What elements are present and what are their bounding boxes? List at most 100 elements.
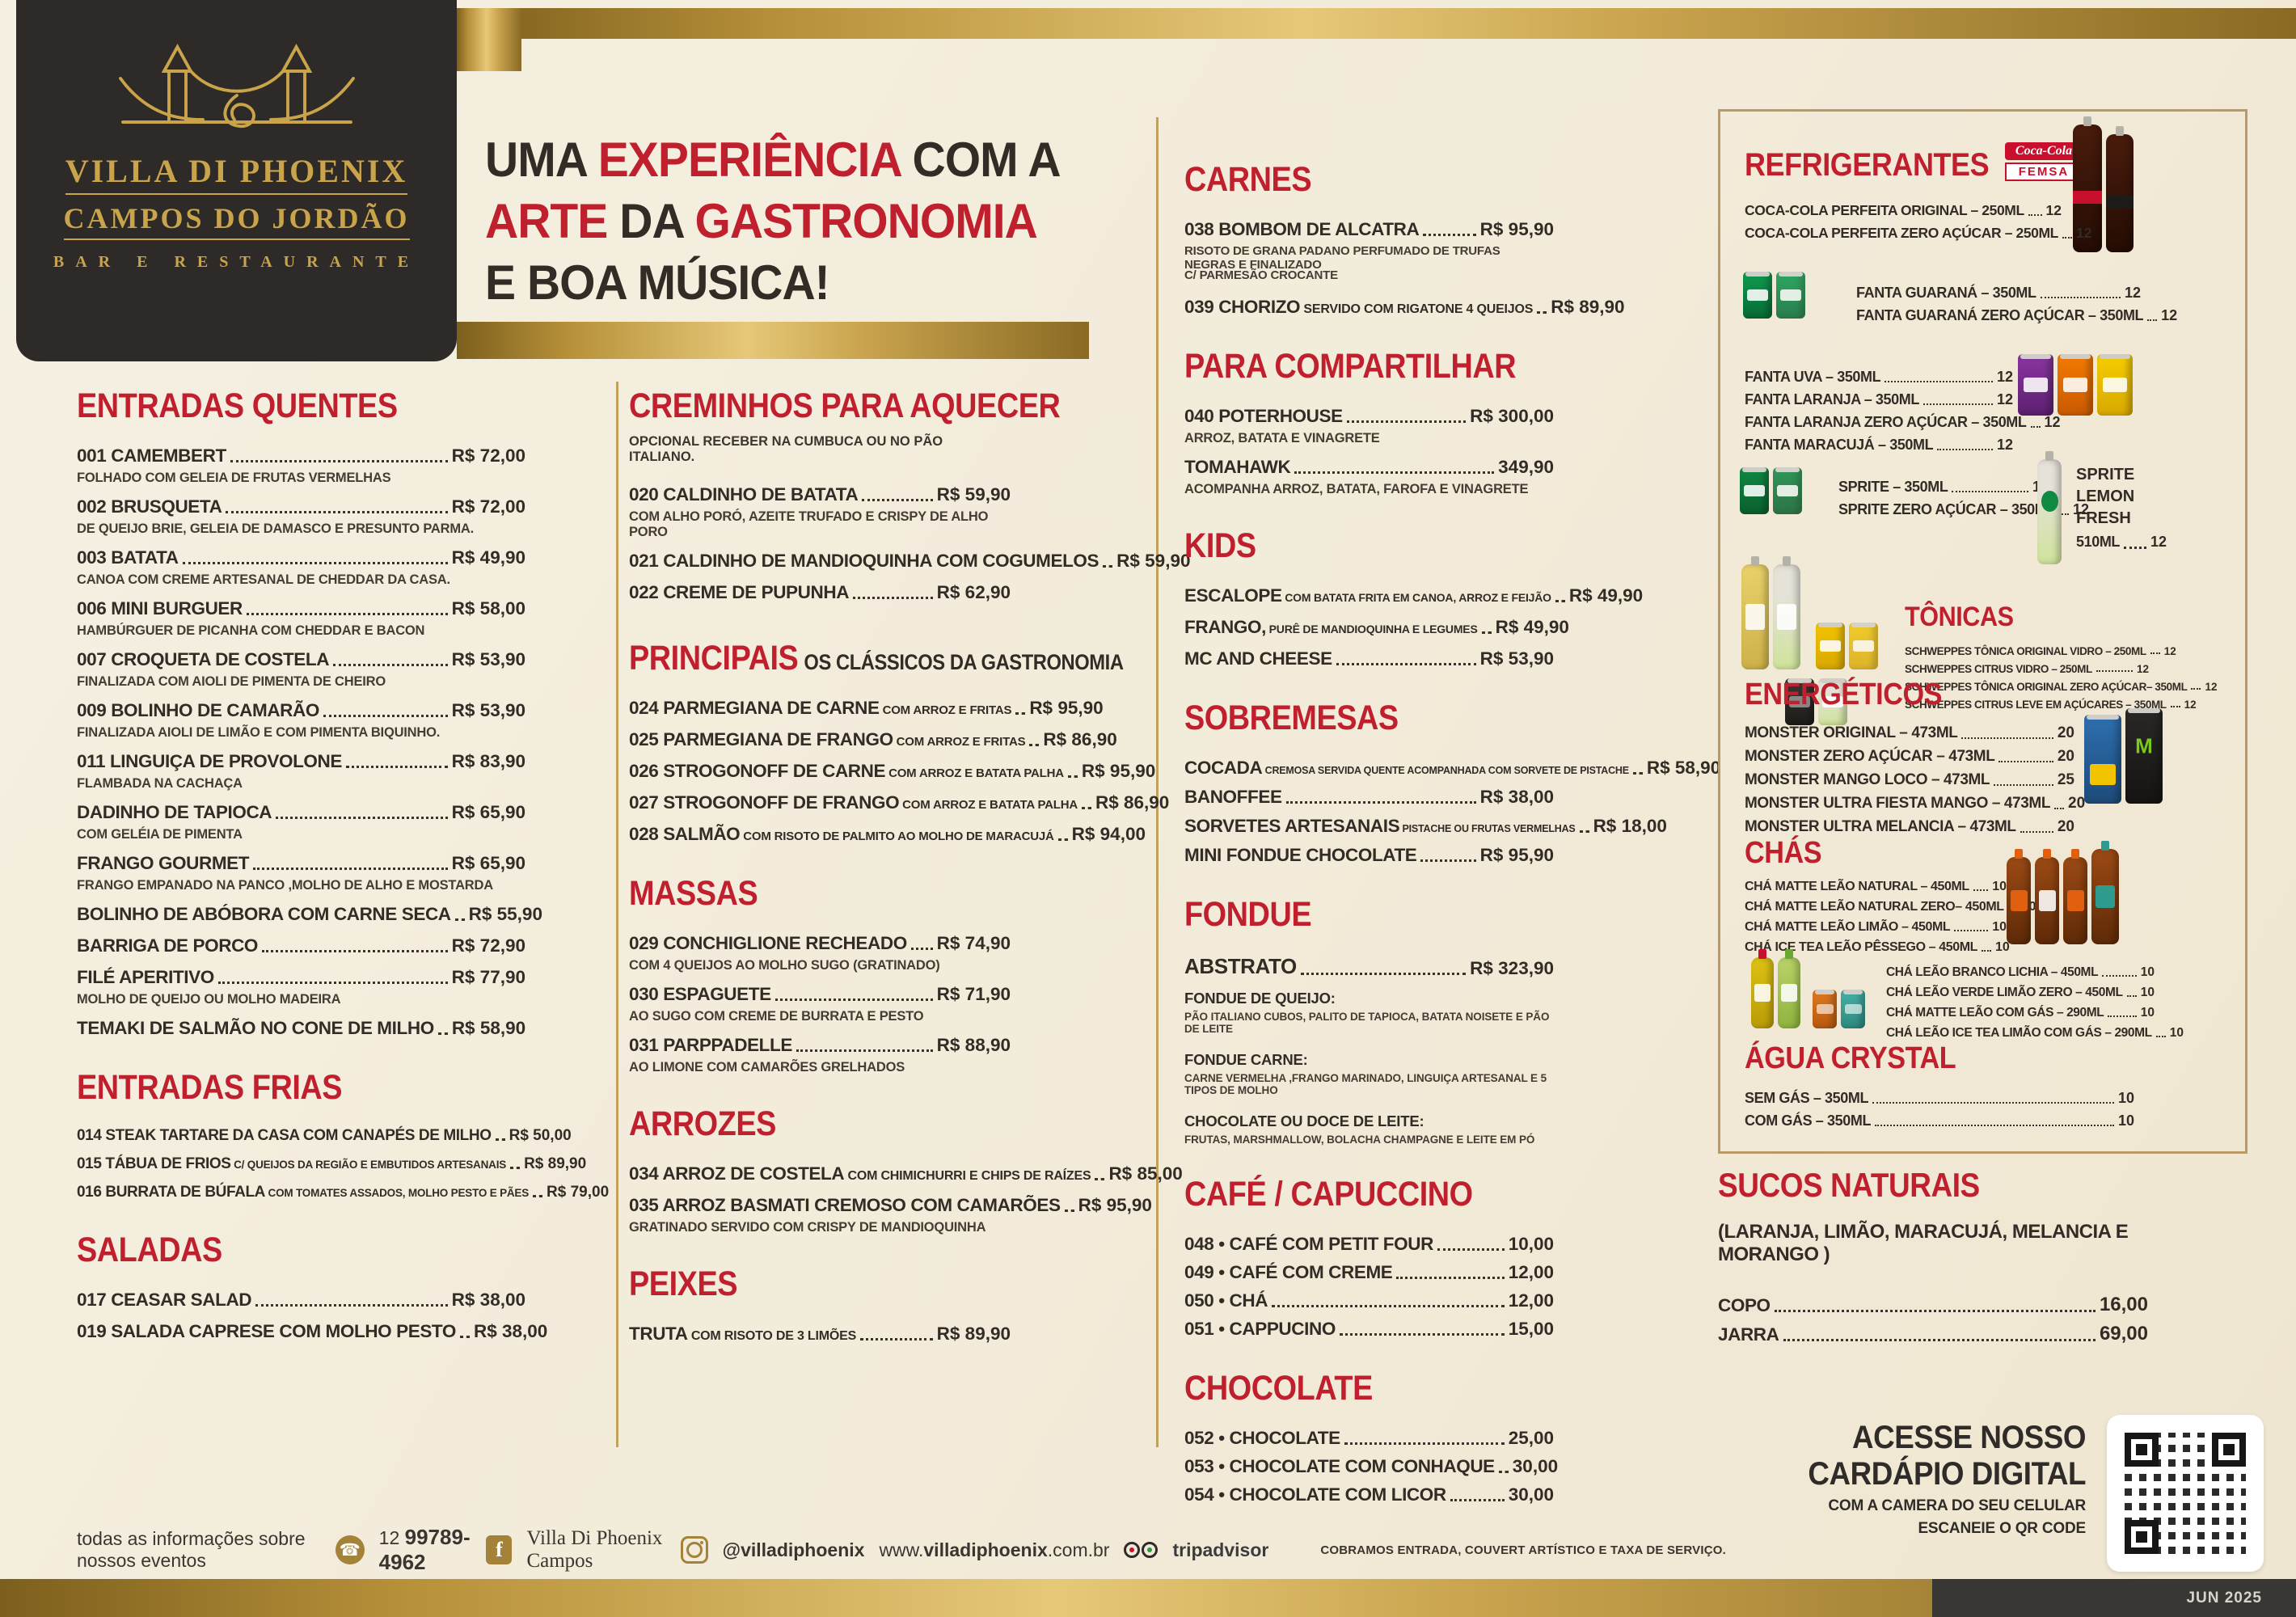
menu-item: 009 BOLINHO DE CAMARÃO R$ 53,90 FINALIZADA… <box>77 700 525 741</box>
menu-column-1: ENTRADAS QUENTES 001 CAMEMBERT R$ 72,00 FOL… <box>77 386 609 1371</box>
item-name: 015 TÁBUA DE FRIOS C/ QUEIJOS DA REGIÃO … <box>77 1155 507 1172</box>
item-name: 006 MINI BURGUER <box>77 598 243 619</box>
item-price: R$ 95,90 <box>1029 698 1104 718</box>
dot-leader <box>862 499 933 501</box>
menu-item: TEMAKI DE SALMÃO NO CONE DE MILHO R$ 58,9… <box>77 1018 525 1039</box>
menu-item-row: FANTA MARACUJÁ – 350ML 12 <box>1745 437 2013 454</box>
item-name: FANTA LARANJA – 350ML <box>1745 391 1919 407</box>
item-name: MONSTER ULTRA FIESTA MANGO – 473ML <box>1745 795 2051 812</box>
item-name: MONSTER ZERO AÇÚCAR – 473ML <box>1745 748 1995 765</box>
item-name: MC AND CHEESE <box>1184 648 1332 669</box>
item-name: 054 • CHOCOLATE COM LICOR <box>1184 1484 1446 1505</box>
dot-leader <box>1982 950 1992 952</box>
menu-item-row: 039 CHORIZO SERVIDO COM RIGATONE 4 QUEIJ… <box>1184 297 1625 318</box>
menu-item: 025 PARMEGIANA DE FRANGO COM ARROZ E FRI… <box>629 729 1117 750</box>
dot-leader <box>2191 688 2201 690</box>
menu-item-row: 017 CEASAR SALAD R$ 38,00 <box>77 1290 525 1311</box>
item-name: CHÁ LEÃO VERDE LIMÃO ZERO – 450ML <box>1886 986 2123 999</box>
sucos-naturais-section: SUCOS NATURAIS (LARANJA, LIMÃO, MARACUJÁ… <box>1718 1166 2148 1352</box>
item-name: CHÁ LEÃO BRANCO LICHIA – 450ML <box>1886 965 2099 979</box>
menu-item-row: 031 PARPPADELLE R$ 88,90 <box>629 1035 1011 1056</box>
logo-subtitle: BAR E RESTAURANTE <box>53 253 420 271</box>
menu-item: ESCALOPE COM BATATA FRITA EM CANOA, ARRO… <box>1184 585 1643 606</box>
qr-code-card <box>2107 1415 2264 1572</box>
section-title: CARNES <box>1184 160 1312 199</box>
item-name: COM GÁS – 350ML <box>1745 1112 1872 1129</box>
dot-leader <box>1272 1305 1505 1307</box>
menu-item-row: CHÁ LEÃO VERDE LIMÃO ZERO – 450ML 10 <box>1886 986 2155 1000</box>
coca-cola-femsa-logo: Coca-Cola FEMSA <box>2005 142 2083 181</box>
menu-item: 035 ARROZ BASMATI CREMOSO COM CAMARÕES R$… <box>629 1195 1152 1235</box>
item-description: HAMBÚRGUER DE PICANHA COM CHEDDAR E BACO… <box>77 623 425 638</box>
section-title: KIDS <box>1184 526 1256 565</box>
dot-leader <box>2147 319 2158 321</box>
item-price: R$ 95,90 <box>1479 845 1554 865</box>
dot-leader <box>1952 491 2028 492</box>
menu-item-row: 052 • CHOCOLATE 25,00 <box>1184 1428 1554 1449</box>
menu-item: TRUTA COM RISOTO DE 3 LIMÕES R$ 89,90 <box>629 1324 1011 1345</box>
item-price: R$ 72,00 <box>451 445 525 466</box>
logo-city: CAMPOS DO JORDÃO <box>63 201 410 240</box>
footer-contact-row: todas as informações sobre nossos evento… <box>77 1525 1726 1575</box>
item-price: R$ 85,00 <box>1108 1163 1183 1184</box>
dot-leader <box>1103 565 1113 568</box>
menu-item: 039 CHORIZO SERVIDO COM RIGATONE 4 QUEIJ… <box>1184 297 1625 318</box>
menu-section-compartilhar: PARA COMPARTILHAR 040 POTERHOUSE R$ 300,00… <box>1184 347 1554 497</box>
item-price: 12 <box>2124 285 2141 301</box>
item-price: R$ 38,00 <box>451 1290 525 1310</box>
tripadvisor-icon <box>1124 1542 1159 1558</box>
fondue-note: FONDUE CARNE: CARNE VERMELHA ,FRANGO MARI… <box>1184 1051 1554 1096</box>
menu-section-arrozes: ARROZES 034 ARROZ DE COSTELA COM CHIMICHU… <box>629 1104 1183 1235</box>
dot-leader <box>2170 706 2180 707</box>
item-description: FOLHADO COM GELEIA DE FRUTAS VERMELHAS <box>77 471 391 485</box>
section-title: FONDUE <box>1184 895 1312 934</box>
menu-item-row: SCHWEPPES CITRUS VIDRO – 250ML 12 <box>1905 663 2149 675</box>
menu-item: MC AND CHEESE R$ 53,90 <box>1184 648 1554 669</box>
item-description: COM GELÉIA DE PIMENTA <box>77 827 243 842</box>
item-price: R$ 86,90 <box>1095 792 1170 813</box>
item-price: 10 <box>1995 940 2010 954</box>
dot-leader <box>2155 1036 2166 1037</box>
menu-item-row: MINI FONDUE CHOCOLATE R$ 95,90 <box>1184 845 1554 866</box>
dot-leader <box>253 868 448 870</box>
dot-leader <box>2108 1015 2137 1017</box>
item-price: R$ 49,90 <box>451 547 525 568</box>
item-description: GRATINADO SERVIDO COM CRISPY DE MANDIOQU… <box>629 1220 986 1235</box>
menu-item-row: SCHWEPPES TÔNICA ORIGINAL ZERO AÇÚCAR– 3… <box>1905 681 2217 693</box>
dot-leader <box>1994 784 2053 786</box>
section-subtitle: OPCIONAL RECEBER NA CUMBUCA OU NO PÃO IT… <box>629 434 943 464</box>
section-title: PRINCIPAIS OS CLÁSSICOS DA GASTRONOMIA <box>629 639 1124 678</box>
item-price: 10 <box>2140 1006 2155 1020</box>
item-name: SCHWEPPES TÔNICA ORIGINAL ZERO AÇÚCAR– 3… <box>1905 681 2188 693</box>
section-title-refrigerantes: REFRIGERANTES <box>1745 147 1990 183</box>
item-name: SCHWEPPES CITRUS LEVE EM AÇÚCARES – 350M… <box>1905 699 2167 711</box>
item-description: FRANGO EMPANADO NA PANCO ,MOLHO DE ALHO … <box>77 878 493 893</box>
menu-item: 024 PARMEGIANA DE CARNE COM ARROZ E FRIT… <box>629 698 1104 719</box>
menu-item: 011 LINGUIÇA DE PROVOLONE R$ 83,90 FLAMBAD… <box>77 751 525 792</box>
note-label: FONDUE DE QUEIJO: <box>1184 990 1336 1007</box>
menu-item-row: ESCALOPE COM BATATA FRITA EM CANOA, ARRO… <box>1184 585 1643 606</box>
logo-title: VILLA DI PHOENIX <box>65 152 408 195</box>
menu-item-row: 024 PARMEGIANA DE CARNE COM ARROZ E FRIT… <box>629 698 1104 719</box>
dot-leader <box>1579 830 1589 833</box>
item-name: COPO <box>1718 1295 1771 1315</box>
item-price: R$ 89,90 <box>936 1324 1011 1344</box>
menu-item: COCADA CREMOSA SERVIDA QUENTE ACOMPANHAD… <box>1184 758 1720 779</box>
item-price: 69,00 <box>2099 1323 2148 1345</box>
item-name: 030 ESPAGUETE <box>629 984 771 1004</box>
item-price: R$ 18,00 <box>1593 816 1667 836</box>
menu-item: SORVETES ARTESANAIS PISTACHE OU FRUTAS V… <box>1184 816 1667 837</box>
item-price: R$ 53,90 <box>1479 648 1554 669</box>
menu-item: 054 • CHOCOLATE COM LICOR 30,00 <box>1184 1484 1554 1505</box>
sucos-flavors: (LARANJA, LIMÃO, MARACUJÁ, MELANCIA E MO… <box>1718 1221 2129 1265</box>
section-title-suffix: OS CLÁSSICOS DA GASTRONOMIA <box>804 650 1124 674</box>
item-name: FANTA UVA – 350ML <box>1745 369 1881 385</box>
menu-item-row: 025 PARMEGIANA DE FRANGO COM ARROZ E FRI… <box>629 729 1117 750</box>
item-name: ABSTRATO <box>1184 954 1297 978</box>
item-name: CHÁ ICE TEA LEÃO PÊSSEGO – 450ML <box>1745 940 1978 954</box>
item-name: SEM GÁS – 350ML <box>1745 1090 1869 1106</box>
item-name: ESCALOPE COM BATATA FRITA EM CANOA, ARRO… <box>1184 585 1551 606</box>
dot-leader <box>1450 1499 1505 1501</box>
item-price: R$ 72,00 <box>451 496 525 517</box>
item-name: 052 • CHOCOLATE <box>1184 1428 1340 1448</box>
